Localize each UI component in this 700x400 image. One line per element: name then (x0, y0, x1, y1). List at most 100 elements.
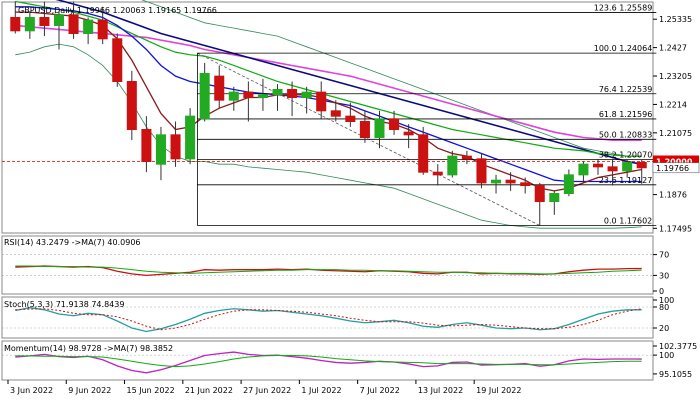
bb-lower-line (15, 43, 642, 229)
series-line (15, 265, 642, 275)
candle-body (214, 75, 225, 101)
candle-body (607, 166, 618, 172)
series-line (15, 355, 642, 368)
x-tick-label: 7 Jul 2022 (360, 386, 400, 395)
candle-body (549, 193, 560, 203)
series-line (15, 351, 642, 374)
y-tick-label: 100 (659, 351, 674, 360)
candle-body (447, 155, 458, 176)
candle-body (491, 179, 502, 184)
y-tick-label: 1.17495 (659, 224, 692, 233)
candle-body (24, 16, 35, 32)
series-line (15, 307, 642, 333)
candle-body (330, 110, 341, 117)
fib-level-label: 100.0 1.24064 (594, 44, 653, 53)
navy-line (55, 0, 642, 165)
y-tick-label: 20 (659, 324, 669, 333)
y-tick-label: 1.2214 (659, 100, 687, 109)
candle-body (97, 19, 108, 40)
candle-body (272, 88, 283, 96)
bb-upper-line (141, 0, 642, 157)
y-tick-label: 1.23205 (659, 72, 692, 81)
x-tick-label: 27 Jun 2022 (243, 386, 291, 395)
pane-frame-3 (1, 340, 654, 381)
x-tick-label: 13 Jul 2022 (418, 386, 463, 395)
rsi-pane: 70 30 0 RSI(14) 43.2479 ->MA(7) 40.0906 (2, 238, 669, 296)
current-price-tag (653, 155, 699, 167)
candle-body (68, 14, 79, 34)
y-tick-label: 1.21075 (659, 129, 692, 138)
series-line (15, 265, 642, 277)
x-tick-label: 21 Jun 2022 (185, 386, 233, 395)
candle-body (403, 131, 414, 136)
y-tick-label: 1.2427 (659, 44, 687, 53)
candle-body (520, 182, 531, 187)
y-tick-label: 30 (659, 271, 669, 280)
candle-body (301, 91, 312, 98)
candle-body (476, 158, 487, 184)
x-tick-label: 15 Jun 2022 (127, 386, 175, 395)
y-tick-label: 102.3775 (659, 342, 697, 351)
y-tick-label: 95.1055 (659, 370, 692, 379)
fib-level-label: 23.6 1.19127 (599, 176, 652, 185)
fib-level-label: 38.2 1.20070 (599, 151, 652, 160)
candle-body (461, 155, 472, 160)
candle-body (141, 129, 152, 163)
candle-body (505, 179, 516, 184)
candle-body (10, 16, 21, 32)
candle-body (228, 91, 239, 101)
candle-body (578, 163, 589, 176)
series-line (15, 308, 642, 331)
fib-level-label: 61.8 1.21596 (599, 110, 652, 119)
candle-body (170, 134, 181, 160)
candle-body (418, 134, 429, 173)
candle-body (622, 162, 633, 172)
y-tick-label: 100 (659, 296, 674, 305)
last-close-value: 1.19766 (656, 164, 689, 173)
candle-body (155, 134, 166, 165)
rsi-title: RSI(14) 43.2479 ->MA(7) 40.0906 (4, 238, 141, 247)
candle-body (563, 174, 574, 195)
candle-body (39, 16, 50, 26)
y-tick-label: 1.1876 (659, 191, 687, 200)
candle-body (636, 161, 647, 169)
candle-body (185, 115, 196, 160)
candle-body (534, 185, 545, 203)
x-tick-label: 9 Jun 2022 (68, 386, 111, 395)
candle-body (112, 38, 123, 82)
candle-body (126, 80, 137, 131)
candle-body (389, 118, 400, 131)
candle-body (592, 163, 604, 168)
x-tick-label: 19 Jul 2022 (476, 386, 521, 395)
candle-body (199, 72, 210, 120)
y-tick-label: 1.25335 (659, 15, 692, 24)
last-close-tag (652, 162, 700, 174)
y-tick-label: 70 (659, 251, 669, 260)
y-tick-label: 80 (659, 303, 669, 312)
current-price-value: 1.20000 (656, 158, 693, 167)
time-axis: 3 Jun 2022 9 Jun 2022 15 Jun 2022 21 Jun 20… (7, 380, 521, 395)
fib-level-label: 0.0 1.17602 (604, 216, 652, 225)
y-tick-label: 0 (659, 287, 664, 296)
stochastic-title: Stoch(5,3,3) 71.9138 74.8439 (4, 300, 124, 309)
candle-body (257, 94, 268, 98)
chart-title: GBPUSD,Daily 1.19966 1.20063 1.19165 1.1… (18, 6, 217, 15)
fib-level-label: 50.0 1.20833 (599, 130, 652, 139)
candle-body (83, 19, 94, 34)
candle-body (359, 121, 370, 139)
momentum-title: Momentum(14) 98.9728 ->MA(7) 98.3852 (4, 344, 173, 353)
candle-body (53, 14, 65, 26)
fib-level-label: 123.6 1.25589 (594, 3, 653, 12)
ma-magenta-line (15, 24, 642, 141)
price-pane: 123.6 1.25589 100.0 1.24064 76.4 1.22539 61… (2, 0, 700, 233)
candle-body (316, 91, 327, 112)
candle-body (374, 118, 385, 139)
candle-body (287, 88, 298, 98)
ma-blue-line (15, 6, 642, 183)
fib-level-label: 76.4 1.22539 (599, 85, 652, 94)
x-tick-label: 1 Jul 2022 (301, 386, 341, 395)
candle-body (432, 171, 443, 176)
